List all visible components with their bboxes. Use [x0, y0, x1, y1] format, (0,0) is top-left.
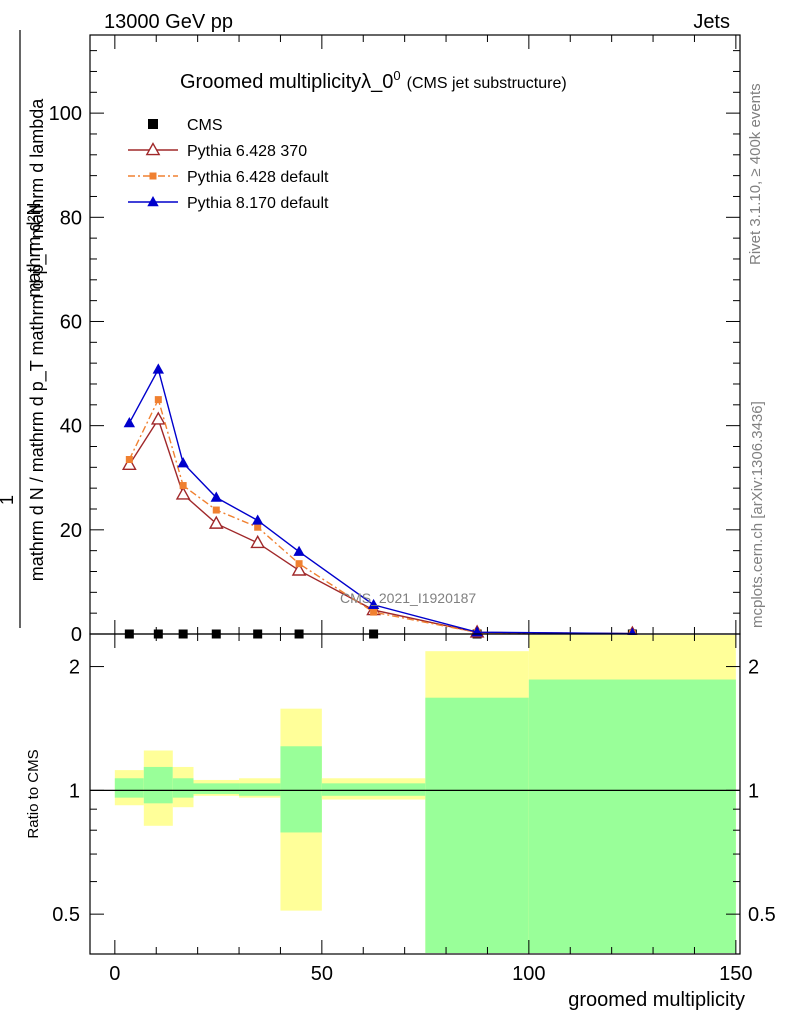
rivet-label: Rivet 3.1.10, ≥ 400k events: [747, 83, 764, 265]
header-energy: 13000 GeV pp: [104, 11, 233, 33]
y-label-den: mathrm d N / mathrm d p_T mathrm d p_T m…: [27, 98, 48, 581]
x-tick-label: 150: [719, 963, 752, 985]
data-point: [125, 456, 133, 464]
chart-title: Groomed multiplicityλ_00 (CMS jet substru…: [180, 68, 567, 93]
data-point: [295, 560, 303, 568]
header-jets: Jets: [693, 11, 730, 33]
x-tick-label: 100: [512, 963, 545, 985]
ratio-y-tick-label-right: 1: [748, 780, 759, 802]
main-axis-ticks: 0 20 40 60 80 100: [49, 35, 740, 646]
watermark: CMS_2021_I1920187: [340, 590, 476, 606]
y-label-one: 1: [0, 495, 17, 505]
y-tick-label: 100: [49, 103, 82, 125]
y-tick-label: 0: [71, 624, 82, 646]
ratio-axis-ticks: 0.5 0.5 1 1 2 2 0 50 100 150: [52, 634, 776, 985]
ratio-frame: [89, 633, 741, 955]
ratio-y-tick-label: 1: [69, 780, 80, 802]
data-point: [367, 598, 380, 610]
ratio-y-tick-label-right: 2: [748, 657, 759, 679]
data-point: [121, 456, 137, 470]
green-band: [143, 766, 173, 804]
green-band: [321, 783, 426, 796]
y-tick-label: 20: [60, 520, 82, 542]
green-band: [239, 783, 281, 796]
legend-label: Pythia 6.428 370: [187, 143, 307, 160]
mcplots-label: mcplots.cern.ch [arXiv:1306.3436]: [749, 401, 766, 628]
green-band: [528, 679, 736, 953]
data-point: [154, 396, 162, 404]
data-point: [123, 417, 136, 428]
data-point: [150, 411, 166, 425]
y-tick-label: 60: [60, 311, 82, 333]
legend-marker: [149, 172, 157, 180]
legend-label: Pythia 6.428 default: [187, 169, 329, 186]
green-band: [193, 783, 240, 794]
data-point: [251, 514, 264, 525]
ratio-y-tick-label: 2: [69, 657, 80, 679]
y-tick-label: 80: [60, 207, 82, 229]
data-point: [370, 608, 378, 616]
y-label-num: mathrm d²N: [24, 202, 44, 297]
data-point: [208, 515, 224, 529]
data-point: [291, 562, 307, 576]
data-point: [179, 482, 187, 490]
legend-label: Pythia 8.170 default: [187, 195, 329, 212]
x-tick-label: 50: [311, 963, 333, 985]
legend: CMS Pythia 6.428 370 Pythia 6.428 default P…: [128, 117, 329, 212]
data-point: [212, 506, 220, 514]
ratio-bands: [90, 635, 740, 953]
y-axis-title: mathrm d²N 1 mathrm d N / mathrm d p_T m…: [0, 30, 48, 628]
green-band: [172, 778, 194, 798]
legend-label: CMS: [187, 117, 223, 134]
x-tick-label: 0: [109, 963, 120, 985]
data-point: [210, 491, 222, 502]
data-point: [293, 545, 305, 556]
legend-marker: [148, 119, 158, 129]
data-point: [177, 457, 189, 468]
data-point: [175, 486, 191, 500]
green-band: [425, 697, 529, 953]
green-band: [114, 778, 144, 798]
ratio-ylabel: Ratio to CMS: [25, 749, 42, 838]
legend-marker: [147, 196, 159, 207]
data-point: [152, 363, 165, 374]
x-axis-label: groomed multiplicity: [568, 989, 745, 1011]
data-point: [254, 523, 262, 531]
data-point: [250, 534, 266, 549]
y-tick-label: 40: [60, 416, 82, 438]
green-band: [280, 746, 322, 833]
ratio-y-tick-label: 0.5: [52, 904, 80, 926]
ratio-y-tick-label-right: 0.5: [748, 904, 776, 926]
legend-marker: [145, 142, 161, 156]
